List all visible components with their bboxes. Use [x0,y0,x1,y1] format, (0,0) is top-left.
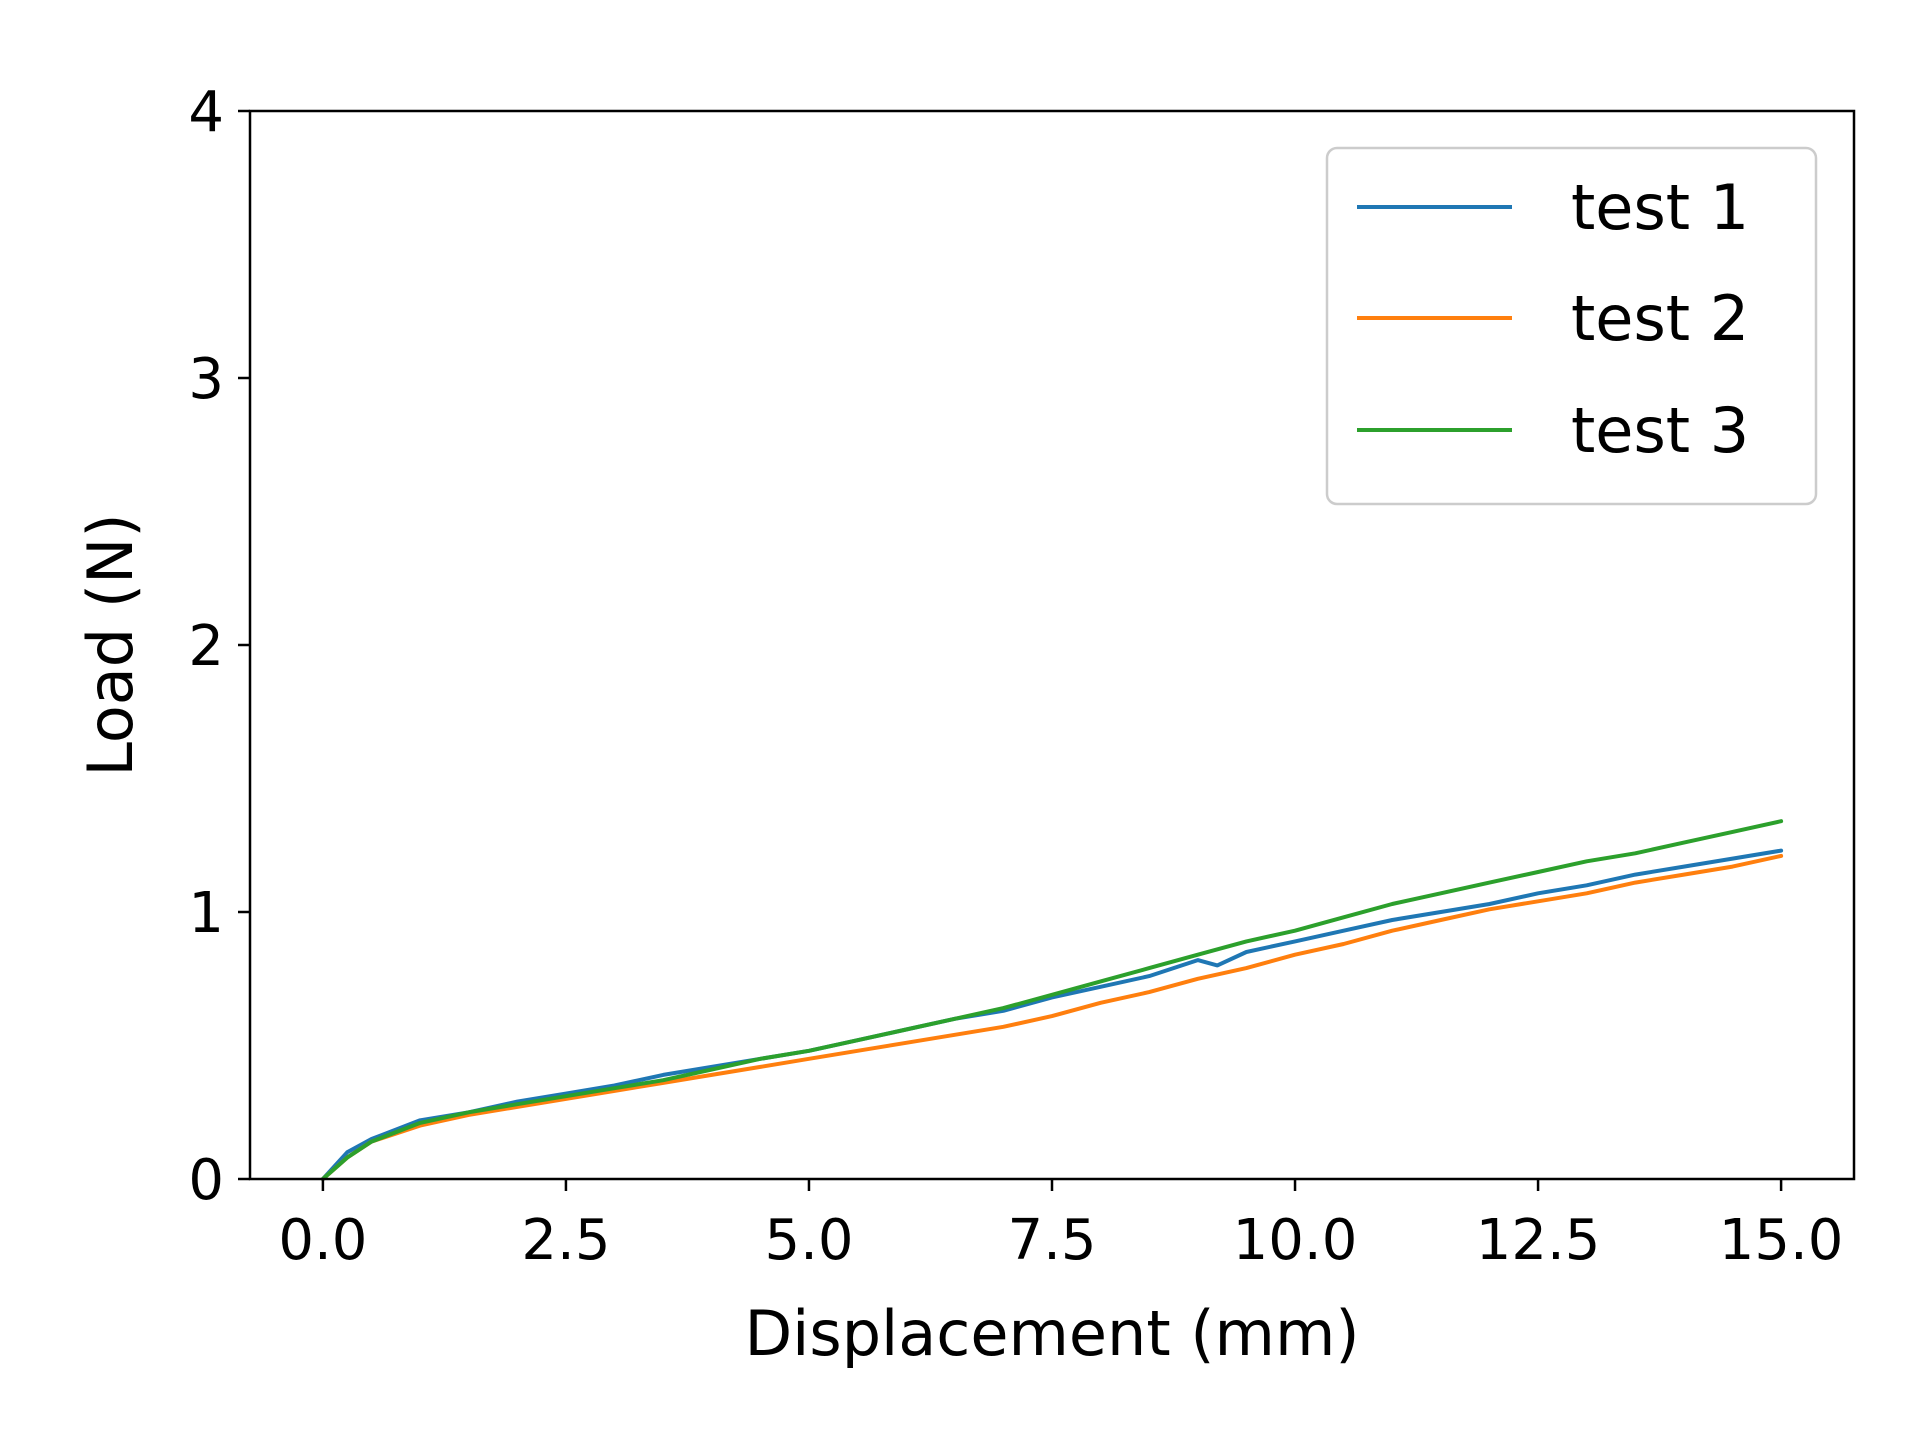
legend-label-3: test 3 [1571,394,1749,467]
legend-label-2: test 2 [1571,282,1749,355]
x-tick-label: 5.0 [764,1208,853,1273]
y-tick-label: 3 [188,347,224,412]
y-axis: 0 1 2 3 4 [188,80,250,1213]
x-tick-label: 0.0 [278,1208,367,1273]
x-tick-label: 10.0 [1233,1208,1358,1273]
y-tick-label: 4 [188,80,224,145]
series-line-3 [320,819,1784,1181]
legend-label-1: test 1 [1571,171,1749,244]
x-tick-label: 15.0 [1719,1208,1844,1273]
x-tick-label: 7.5 [1007,1208,1096,1273]
x-tick-label: 12.5 [1476,1208,1601,1273]
series-line-1 [320,848,1784,1181]
x-tick-label: 2.5 [521,1208,610,1273]
x-axis-title: Displacement (mm) [744,1297,1359,1370]
series-line-2 [320,853,1784,1181]
y-tick-label: 0 [188,1148,224,1213]
y-tick-label: 2 [188,614,224,679]
y-axis-title: Load (N) [74,513,147,776]
legend-box [1325,146,1818,506]
legend: test 1 test 2 test 3 [1325,146,1818,506]
x-axis: 0.0 2.5 5.0 7.5 10.0 12.5 15.0 [278,1179,1843,1273]
y-tick-label: 1 [188,881,224,946]
plot-lines [320,819,1784,1181]
